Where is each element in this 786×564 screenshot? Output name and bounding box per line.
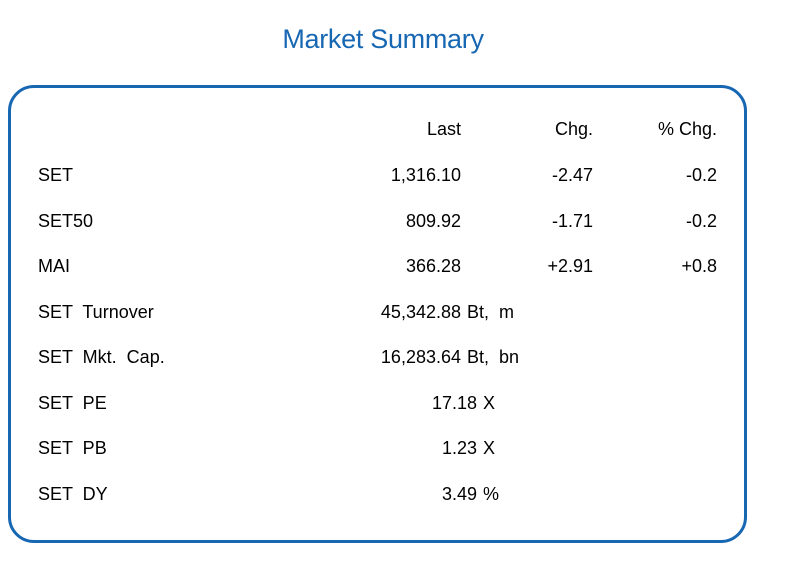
- row-pct-chg: -0.2: [685, 211, 717, 231]
- table-row: SET PE 17.18 X: [0, 391, 786, 415]
- row-last: 17.18: [431, 393, 477, 413]
- row-pct-chg: +0.8: [681, 256, 717, 276]
- row-label: SET DY: [38, 484, 108, 504]
- table-header: Last Chg. % Chg.: [0, 117, 786, 141]
- header-pct-chg: % Chg.: [657, 119, 717, 139]
- market-summary-panel: [8, 85, 747, 543]
- table-row: MAI 366.28 +2.91 +0.8: [0, 254, 786, 278]
- row-last: 1,316.10: [390, 165, 461, 185]
- row-last: 809.92: [405, 211, 461, 231]
- table-row: SET Turnover 45,342.88 Bt, m: [0, 300, 786, 324]
- row-unit: %: [483, 484, 500, 504]
- row-unit: Bt, m: [467, 302, 515, 322]
- row-label: SET PB: [38, 438, 107, 458]
- row-pct-chg: -0.2: [685, 165, 717, 185]
- header-chg: Chg.: [554, 119, 593, 139]
- row-unit: X: [483, 438, 496, 458]
- table-row: SET Mkt. Cap. 16,283.64 Bt, bn: [0, 345, 786, 369]
- row-last: 16,283.64: [380, 347, 461, 367]
- row-last: 1.23: [441, 438, 477, 458]
- row-label: MAI: [38, 256, 71, 276]
- row-unit: Bt, bn: [467, 347, 520, 367]
- row-chg: +2.91: [547, 256, 593, 276]
- table-row: SET DY 3.49 %: [0, 482, 786, 506]
- row-label: SET PE: [38, 393, 107, 413]
- row-label: SET: [38, 165, 74, 185]
- page-title: Market Summary: [282, 24, 484, 54]
- table-row: SET50 809.92 -1.71 -0.2: [0, 209, 786, 233]
- row-last: 366.28: [405, 256, 461, 276]
- row-last: 3.49: [441, 484, 477, 504]
- row-unit: X: [483, 393, 496, 413]
- row-label: SET50: [38, 211, 94, 231]
- table-row: SET PB 1.23 X: [0, 436, 786, 460]
- row-last: 45,342.88: [380, 302, 461, 322]
- row-chg: -1.71: [551, 211, 593, 231]
- table-row: SET 1,316.10 -2.47 -0.2: [0, 163, 786, 187]
- row-label: SET Mkt. Cap.: [38, 347, 165, 367]
- header-last: Last: [426, 119, 461, 139]
- row-chg: -2.47: [551, 165, 593, 185]
- row-label: SET Turnover: [38, 302, 154, 322]
